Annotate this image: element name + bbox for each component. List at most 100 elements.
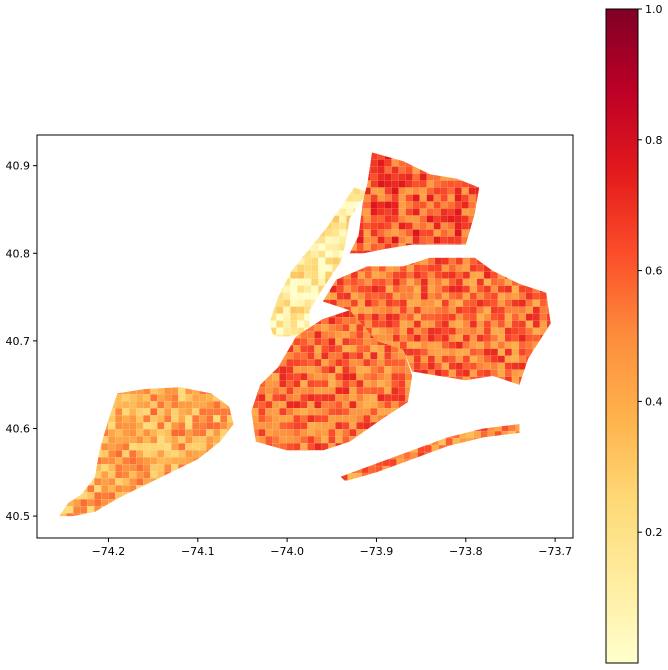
tract bbox=[427, 285, 436, 293]
tract bbox=[87, 492, 95, 500]
tract bbox=[136, 457, 144, 465]
tract bbox=[476, 292, 485, 300]
tract bbox=[213, 422, 221, 430]
tract bbox=[497, 369, 506, 377]
tract bbox=[349, 401, 357, 409]
tract bbox=[448, 369, 457, 377]
tract bbox=[441, 264, 450, 272]
tract bbox=[462, 306, 471, 314]
tract bbox=[171, 457, 179, 465]
tract bbox=[300, 338, 308, 346]
tract bbox=[87, 499, 95, 507]
tract bbox=[357, 278, 366, 286]
tract bbox=[377, 180, 385, 188]
tract bbox=[469, 327, 478, 335]
tract bbox=[419, 173, 427, 181]
tract bbox=[490, 348, 499, 356]
tract bbox=[363, 415, 371, 423]
tract bbox=[363, 387, 371, 395]
tract bbox=[321, 359, 329, 367]
tract bbox=[143, 422, 151, 430]
tract bbox=[406, 278, 415, 286]
tract bbox=[384, 187, 392, 195]
tract bbox=[363, 345, 371, 353]
tract bbox=[335, 366, 343, 374]
tract bbox=[504, 355, 513, 363]
tract bbox=[325, 250, 333, 258]
tract bbox=[364, 278, 373, 286]
tract bbox=[300, 450, 308, 451]
tract bbox=[286, 436, 294, 444]
y-tick-label: 40.5 bbox=[6, 510, 31, 523]
tract bbox=[314, 345, 322, 353]
tract bbox=[473, 430, 481, 439]
tract bbox=[398, 380, 406, 388]
tract bbox=[370, 222, 378, 230]
tract bbox=[419, 187, 427, 195]
tract bbox=[455, 334, 464, 342]
tract bbox=[314, 373, 322, 381]
tract bbox=[413, 299, 422, 307]
tract bbox=[363, 201, 371, 209]
tract bbox=[497, 285, 506, 293]
tract bbox=[185, 408, 193, 416]
tract bbox=[476, 334, 485, 342]
tract bbox=[325, 236, 333, 244]
tract bbox=[424, 444, 432, 453]
tract bbox=[434, 292, 443, 300]
tract bbox=[511, 285, 520, 293]
tract bbox=[384, 194, 392, 202]
tract bbox=[504, 327, 513, 335]
tract bbox=[448, 292, 457, 300]
tract bbox=[265, 408, 273, 416]
tract bbox=[427, 271, 436, 279]
tract bbox=[384, 366, 392, 374]
tract bbox=[157, 408, 165, 416]
tract bbox=[448, 355, 457, 363]
tract bbox=[349, 422, 357, 430]
tract bbox=[363, 373, 371, 381]
tract bbox=[405, 222, 413, 230]
tract bbox=[357, 292, 366, 300]
tract bbox=[290, 313, 298, 321]
tract bbox=[178, 394, 186, 402]
tract bbox=[370, 194, 378, 202]
tract bbox=[349, 387, 357, 395]
tract bbox=[384, 215, 392, 223]
tract bbox=[469, 320, 478, 328]
tract bbox=[363, 243, 371, 251]
tract bbox=[406, 271, 415, 279]
tract bbox=[258, 422, 266, 430]
axes-frame bbox=[36, 134, 574, 539]
tract bbox=[504, 348, 513, 356]
tract bbox=[350, 306, 359, 314]
tract bbox=[389, 458, 397, 467]
tract bbox=[385, 313, 394, 321]
tract bbox=[349, 380, 357, 388]
tract bbox=[129, 415, 137, 423]
tract bbox=[511, 369, 520, 377]
x-tick-label: −74.1 bbox=[181, 545, 215, 558]
tract bbox=[448, 313, 457, 321]
tract bbox=[332, 222, 340, 230]
tract bbox=[293, 352, 301, 360]
tract bbox=[420, 278, 429, 286]
tract bbox=[321, 387, 329, 395]
tract bbox=[297, 271, 305, 279]
tract bbox=[483, 313, 492, 321]
tract bbox=[504, 362, 513, 370]
tract bbox=[413, 362, 422, 370]
tract bbox=[420, 313, 429, 321]
tract bbox=[377, 229, 385, 237]
tract bbox=[469, 271, 478, 279]
tract bbox=[314, 415, 322, 423]
tract bbox=[101, 443, 109, 451]
tract bbox=[164, 408, 172, 416]
tract bbox=[412, 222, 420, 230]
tract bbox=[265, 401, 273, 409]
tract bbox=[150, 401, 158, 409]
tract bbox=[518, 313, 527, 321]
tract bbox=[483, 320, 492, 328]
tract bbox=[307, 422, 315, 430]
tract bbox=[349, 366, 357, 374]
